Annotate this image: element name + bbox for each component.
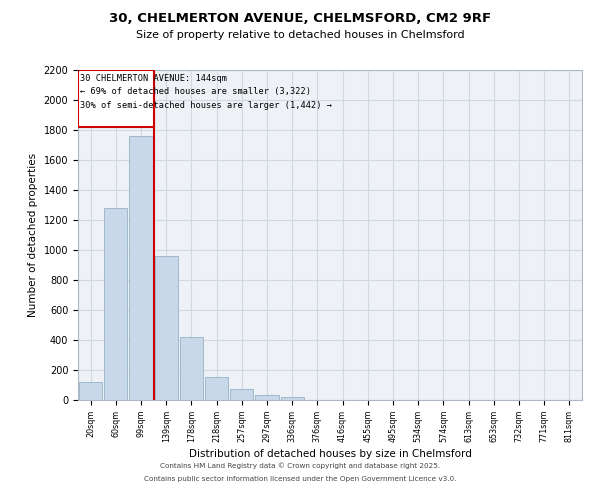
Text: Contains public sector information licensed under the Open Government Licence v3: Contains public sector information licen…	[144, 476, 456, 482]
X-axis label: Distribution of detached houses by size in Chelmsford: Distribution of detached houses by size …	[188, 450, 472, 460]
Text: 30 CHELMERTON AVENUE: 144sqm: 30 CHELMERTON AVENUE: 144sqm	[80, 74, 227, 82]
Bar	[180, 337, 203, 400]
Bar	[104, 208, 127, 400]
Bar	[205, 377, 228, 400]
Text: 30% of semi-detached houses are larger (1,442) →: 30% of semi-detached houses are larger (…	[80, 100, 332, 110]
Text: Contains HM Land Registry data © Crown copyright and database right 2025.: Contains HM Land Registry data © Crown c…	[160, 462, 440, 469]
Text: ← 69% of detached houses are smaller (3,322): ← 69% of detached houses are smaller (3,…	[80, 87, 311, 96]
Y-axis label: Number of detached properties: Number of detached properties	[28, 153, 38, 317]
Bar	[79, 382, 102, 400]
FancyBboxPatch shape	[78, 70, 154, 127]
Text: 30, CHELMERTON AVENUE, CHELMSFORD, CM2 9RF: 30, CHELMERTON AVENUE, CHELMSFORD, CM2 9…	[109, 12, 491, 26]
Bar	[281, 397, 304, 400]
Text: Size of property relative to detached houses in Chelmsford: Size of property relative to detached ho…	[136, 30, 464, 40]
Bar	[155, 256, 178, 400]
Bar	[256, 395, 278, 400]
Bar	[230, 389, 253, 400]
Bar	[130, 136, 152, 400]
